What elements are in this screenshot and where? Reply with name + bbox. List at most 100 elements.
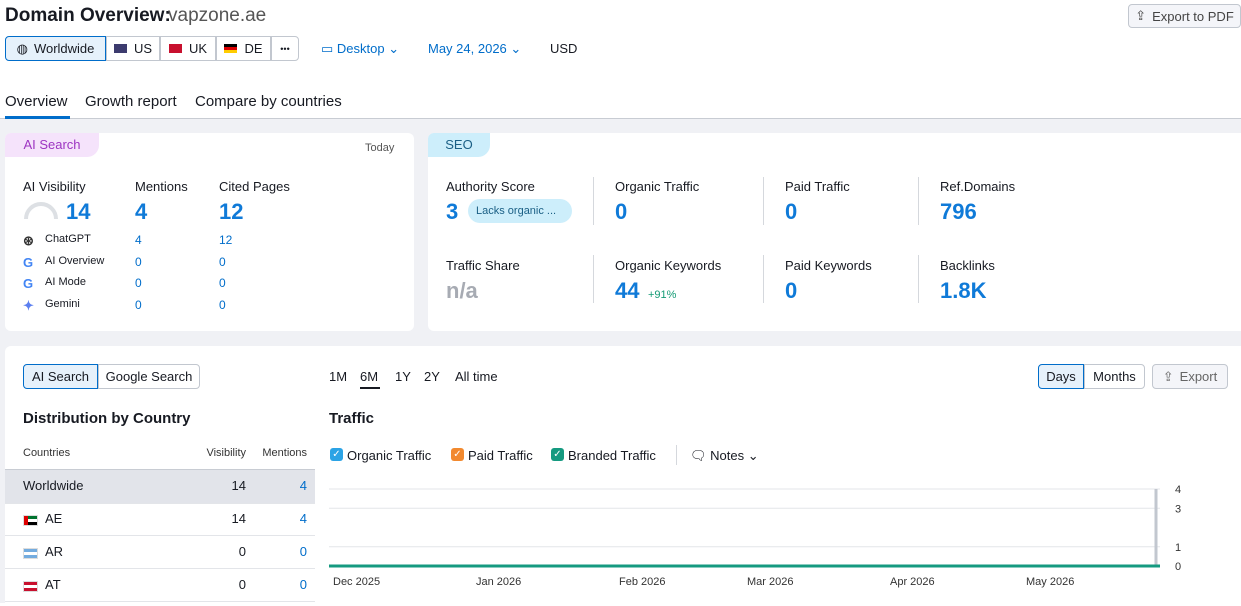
mentions: 4 xyxy=(299,478,307,493)
engine-icon: G xyxy=(23,254,34,270)
period[interactable]: 1M xyxy=(329,369,348,384)
metric-label: Authority Score xyxy=(446,179,535,194)
tab[interactable]: Growth report xyxy=(85,93,177,110)
metric-value: 3 xyxy=(446,199,459,224)
engine-name: Gemini xyxy=(45,298,80,311)
tab[interactable]: Overview xyxy=(5,93,68,110)
region-label: Worldwide xyxy=(33,41,95,56)
country: AE xyxy=(45,511,63,526)
visibility: 0 xyxy=(238,577,246,592)
table-row xyxy=(5,535,315,569)
region-de[interactable]: DE xyxy=(216,36,271,61)
country: AR xyxy=(45,544,64,559)
device[interactable]: ▭ Desktop ⌄ xyxy=(321,41,400,56)
region-worldwide[interactable]: ◍ Worldwide xyxy=(5,36,106,61)
title: Domain Overview: xyxy=(5,5,171,26)
metric-value: 0 xyxy=(785,199,798,224)
engine-mentions: 0 xyxy=(135,254,142,269)
visibility: 0 xyxy=(238,544,246,559)
visibility: 14 xyxy=(231,478,246,493)
divider xyxy=(918,255,919,303)
metric-label: AI Visibility xyxy=(23,179,86,194)
granularity[interactable]: Days xyxy=(1038,364,1084,389)
region-uk[interactable]: UK xyxy=(160,36,216,61)
col-header: Mentions xyxy=(262,447,307,459)
tab[interactable]: Compare by countries xyxy=(195,93,342,110)
region-label: DE xyxy=(244,41,263,56)
table-row xyxy=(5,502,315,536)
country: AT xyxy=(45,577,61,592)
region-label: UK xyxy=(188,41,208,56)
metric-label: Paid Traffic xyxy=(785,179,850,194)
engine-cited: 0 xyxy=(219,298,226,313)
flag xyxy=(23,581,38,592)
engine-mentions: 0 xyxy=(135,298,142,313)
engine-mentions: 0 xyxy=(135,276,142,291)
domain[interactable]: vapzone.ae xyxy=(168,5,267,26)
date-label: May 24, 2026 xyxy=(428,41,507,56)
legend-label[interactable]: Organic Traffic xyxy=(347,448,432,463)
metric-label: Backlinks xyxy=(940,258,995,273)
divider xyxy=(593,255,594,303)
more-regions[interactable]: ••• xyxy=(271,36,299,61)
metric-label: Ref.Domains xyxy=(940,179,1016,194)
metric-label: Paid Keywords xyxy=(785,258,872,273)
engine-icon: ✦ xyxy=(23,298,34,314)
flag xyxy=(23,548,38,559)
period[interactable]: 6M xyxy=(360,369,379,384)
metric-label: Organic Traffic xyxy=(615,179,700,194)
metric-value: 14 xyxy=(66,199,91,224)
divider xyxy=(593,177,594,225)
seo-card: SEO Authority Score 3 Lacks organic ... Org… xyxy=(428,133,1241,331)
ai-tag: AI Search xyxy=(5,133,99,157)
region-label: US xyxy=(133,41,153,56)
gauge xyxy=(24,202,58,220)
seo-tag: SEO xyxy=(428,133,490,157)
metric-value: 44 xyxy=(615,278,640,303)
metric-value: 796 xyxy=(940,199,977,224)
metric-value: 0 xyxy=(615,199,628,224)
dist-title: Distribution by Country xyxy=(23,410,191,427)
engine-icon: G xyxy=(23,276,34,292)
metric-label: Mentions xyxy=(135,179,188,194)
flag xyxy=(23,515,38,526)
badge: Lacks organic ... xyxy=(468,199,572,223)
table-row xyxy=(5,469,315,504)
mentions: 0 xyxy=(299,544,307,559)
metric-value: 1.8K xyxy=(940,278,987,303)
divider xyxy=(763,255,764,303)
metric-label: Organic Keywords xyxy=(615,258,722,273)
mentions: 0 xyxy=(299,577,307,592)
metric-label: Traffic Share xyxy=(446,258,520,273)
toggle[interactable]: Google Search xyxy=(98,364,200,389)
engine-cited: 12 xyxy=(219,233,233,247)
divider xyxy=(676,445,677,465)
divider xyxy=(918,177,919,225)
metric-value: 4 xyxy=(135,199,148,224)
engine-name: ChatGPT xyxy=(45,233,91,245)
legend-label[interactable]: Paid Traffic xyxy=(468,448,533,463)
granularity[interactable]: Months xyxy=(1084,364,1145,389)
export-pdf[interactable]: ⇪ Export to PDF xyxy=(1128,4,1241,28)
toggle[interactable]: AI Search xyxy=(23,364,98,389)
engine-cited: 0 xyxy=(219,254,226,269)
engine-name: AI Mode xyxy=(45,276,86,289)
region-us[interactable]: US xyxy=(106,36,160,61)
mentions: 4 xyxy=(299,511,307,526)
legend-label[interactable]: Branded Traffic xyxy=(568,448,656,463)
period[interactable]: All time xyxy=(455,369,498,384)
period[interactable]: 2Y xyxy=(424,369,440,384)
device-label: Desktop xyxy=(336,41,385,56)
notes[interactable]: 🗨 Notes ⌄ xyxy=(690,448,759,463)
change: +91% xyxy=(648,289,677,301)
notes-label: Notes xyxy=(710,448,745,463)
period[interactable]: 1Y xyxy=(395,369,411,384)
metric-value: n/a xyxy=(446,278,478,303)
legend-check: ✓ xyxy=(330,448,343,461)
legend-check: ✓ xyxy=(451,448,464,461)
engine-mentions: 4 xyxy=(135,233,142,247)
date[interactable]: May 24, 2026 ⌄ xyxy=(428,41,522,56)
currency: USD xyxy=(550,41,578,56)
export[interactable]: ⇪ Export xyxy=(1152,364,1228,389)
